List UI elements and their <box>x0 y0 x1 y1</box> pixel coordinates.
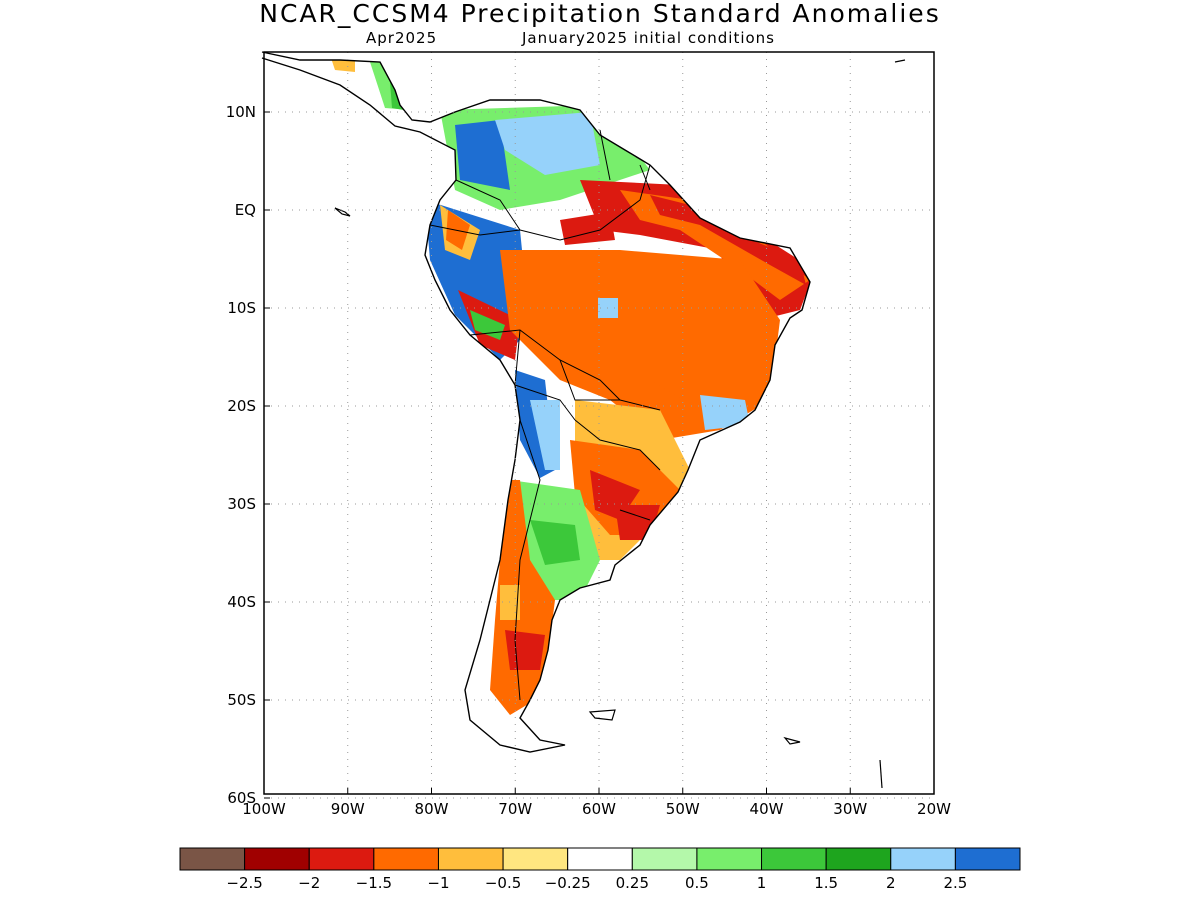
y-tick-label: 50S <box>227 691 256 709</box>
initial-conditions: January2025 initial conditions <box>522 29 775 47</box>
anomaly-region-argentina-uruguay-dry <box>446 210 470 250</box>
colorbar-label: 2.5 <box>943 874 967 892</box>
anomaly-region-patagonia-dry <box>540 280 750 410</box>
x-tick-label: 90W <box>331 800 365 818</box>
x-tick-label: 40W <box>750 800 784 818</box>
x-tick-label: 60W <box>582 800 616 818</box>
colorbar-swatch <box>308 847 375 871</box>
colorbar-swatch <box>890 847 956 871</box>
anomaly-region-venezuela-strong-wet <box>455 120 510 190</box>
x-tick-label: 30W <box>833 800 867 818</box>
x-tick-label: 50W <box>666 800 700 818</box>
y-tick-label: 10S <box>227 299 256 317</box>
colorbar-label: −1.5 <box>356 874 392 892</box>
y-tick-label: 40S <box>227 593 256 611</box>
axes: 100W 90W 80W 70W 60W 50W 40W 30W 20W 10N EQ 10S 20S 3… <box>226 103 951 818</box>
y-tick-label: 30S <box>227 495 256 513</box>
colorbar-swatch <box>244 847 310 871</box>
colorbar-swatch <box>631 847 698 871</box>
colorbar-swatch <box>954 847 1021 871</box>
colorbar-label: 1.5 <box>814 874 838 892</box>
colorbar-swatch <box>437 847 504 871</box>
graticule <box>264 52 934 799</box>
coastline <box>261 51 811 753</box>
colorbar-swatch <box>825 847 892 871</box>
anomaly-region-southern-brazil-light-blue <box>700 395 750 430</box>
y-tick-label: 60S <box>227 789 256 807</box>
anomaly-region-venezuela-light-blue <box>495 112 600 175</box>
anomaly-region <box>530 520 580 565</box>
y-tick-label: 20S <box>227 397 256 415</box>
country-borders <box>429 129 661 701</box>
colorbar-label: −0.5 <box>485 874 521 892</box>
colorbar-swatch <box>373 847 439 871</box>
colorbar-label: −1 <box>427 874 449 892</box>
colorbar-swatch <box>502 847 569 871</box>
colorbar-swatch <box>761 847 827 871</box>
y-tick-label: EQ <box>235 201 256 219</box>
islands <box>334 59 906 789</box>
colorbar-label: 1 <box>757 874 767 892</box>
colorbar-label: −2.5 <box>226 874 262 892</box>
colorbar-label: −2 <box>298 874 320 892</box>
chart-title: NCAR_CCSM4 Precipitation Standard Anomal… <box>259 0 941 28</box>
colorbar-label: −0.25 <box>545 874 591 892</box>
x-tick-label: 70W <box>498 800 532 818</box>
colorbar-label: 0.5 <box>685 874 709 892</box>
colorbar-label: 0.25 <box>616 874 649 892</box>
anomaly-region-ecuador-peru-dry <box>620 190 810 300</box>
anomaly-region <box>505 630 545 670</box>
colorbar-swatch <box>567 847 633 871</box>
x-tick-label: 20W <box>917 800 951 818</box>
colorbar-swatch <box>179 847 246 871</box>
forecast-month: Apr2025 <box>366 29 438 47</box>
colorbar-swatch <box>696 847 763 871</box>
anomaly-region <box>530 400 560 470</box>
x-tick-label: 100W <box>242 800 286 818</box>
y-tick-label: 10N <box>226 103 256 121</box>
colorbar-label: 2 <box>886 874 896 892</box>
x-tick-label: 80W <box>415 800 449 818</box>
colorbar: −2.5 −2 −1.5 −1 −0.5 −0.25 0.25 0.5 1 1.5 2 2.5 <box>179 847 1021 892</box>
